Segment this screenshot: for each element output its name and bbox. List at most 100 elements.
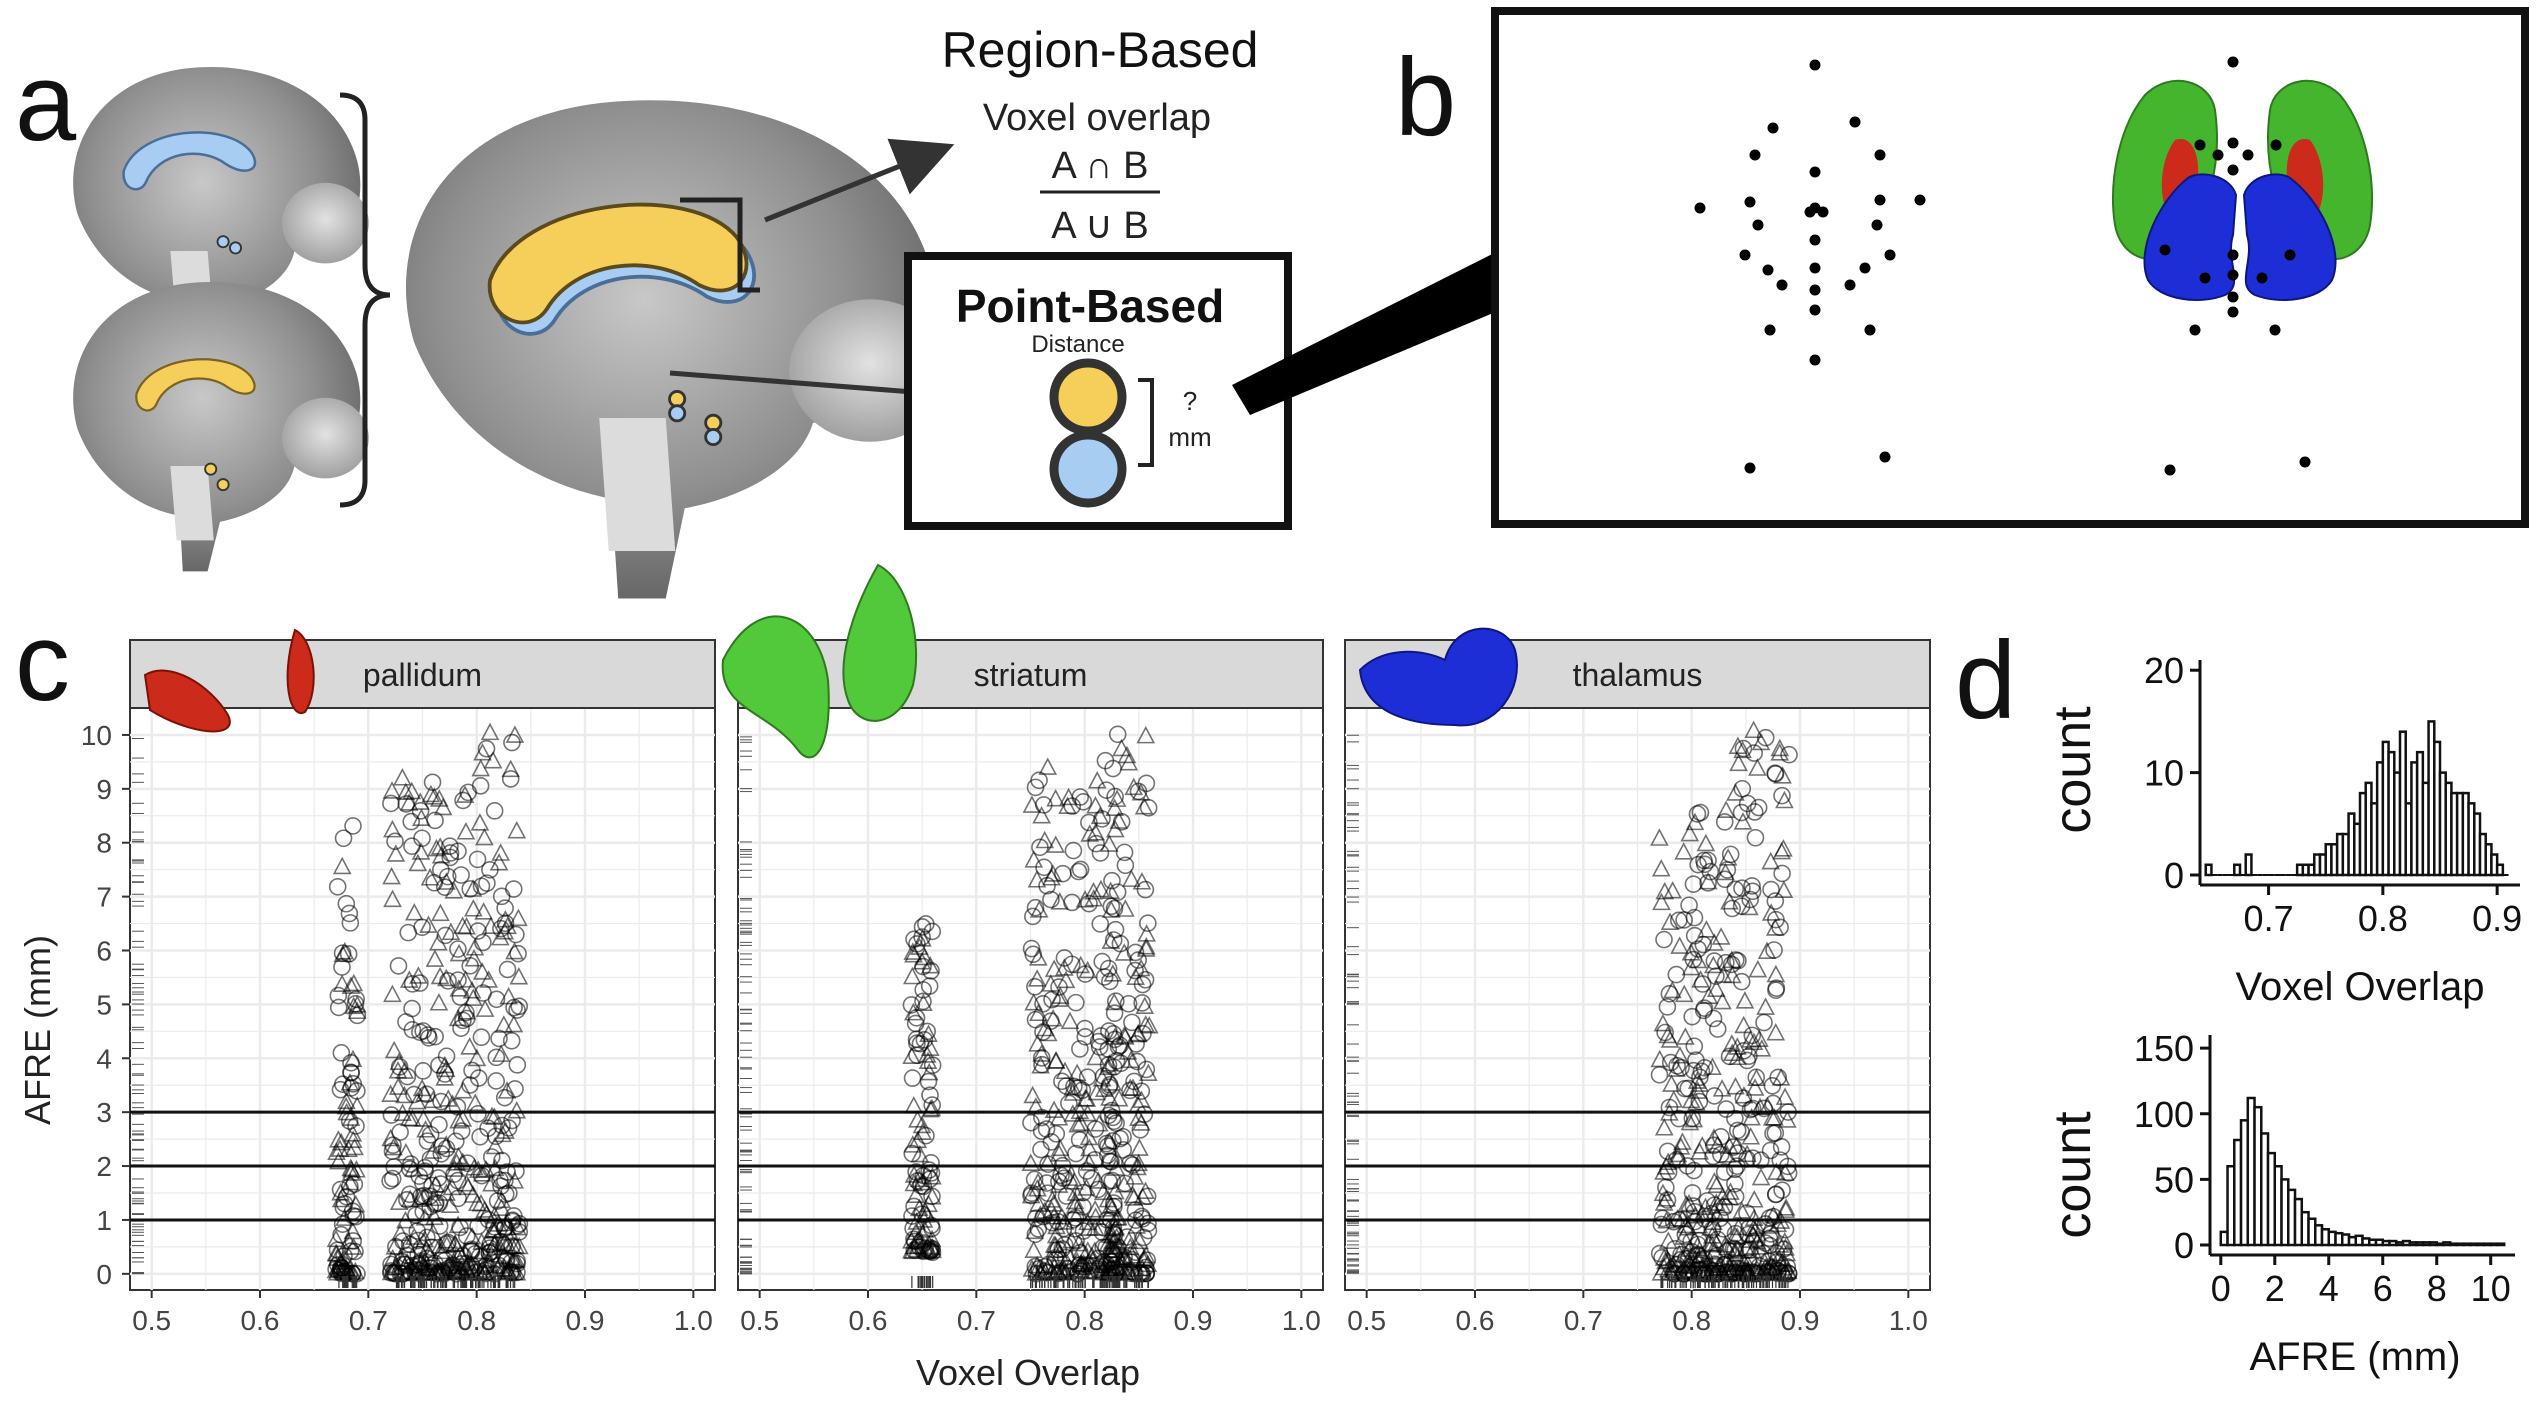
fiducial-point <box>1764 324 1776 336</box>
scatter-point-circle <box>1031 838 1049 857</box>
scatter-point-triangle <box>462 1258 481 1277</box>
scatter-point-circle <box>477 739 496 758</box>
scatter-point-triangle <box>1758 1097 1778 1115</box>
scatter-point-circle <box>1773 786 1791 805</box>
scatter-point-triangle <box>465 938 485 956</box>
scatter-point-triangle <box>1676 1215 1696 1234</box>
scatter-point-circle <box>919 1072 938 1091</box>
scatter-point-circle <box>449 842 467 861</box>
scatter-point-circle <box>1132 1207 1151 1226</box>
scatter-point-triangle <box>332 856 352 875</box>
scatter-point-triangle <box>414 1109 433 1127</box>
scatter-point-triangle <box>389 1052 409 1071</box>
hist-x-tick-label: 0.7 <box>2244 898 2294 939</box>
scatter-point-triangle <box>1716 800 1736 818</box>
scatter-point-circle <box>1764 1207 1783 1226</box>
mm-label: mm <box>1168 422 1211 452</box>
hist-y-tick-label: 0 <box>2164 855 2184 896</box>
x-tick-label: 0.6 <box>241 1305 280 1336</box>
scatter-point-triangle <box>425 949 445 967</box>
scatter-point-circle <box>1693 1261 1711 1279</box>
facet-strip <box>129 639 716 709</box>
scatter-point-triangle <box>1720 1187 1740 1206</box>
scatter-point-triangle <box>443 1094 462 1112</box>
scatter-point-triangle <box>1692 1136 1712 1154</box>
scatter-point-triangle <box>427 838 446 857</box>
scatter-point-triangle <box>1130 1138 1149 1156</box>
distance-bracket <box>1138 378 1154 467</box>
hist-x-tick-label: 2 <box>2265 1268 2285 1309</box>
scatter-point-triangle <box>453 1109 473 1127</box>
scatter-point-circle <box>423 773 442 792</box>
hist-bar <box>2496 1242 2506 1247</box>
scatter-point-triangle <box>1774 880 1794 898</box>
scatter-point-triangle <box>1065 1191 1085 1210</box>
scatter-point-triangle <box>1734 1015 1753 1034</box>
scatter-point-circle <box>1032 1122 1051 1140</box>
pallidum-right-icon <box>286 628 315 714</box>
scatter-point-circle <box>418 1228 436 1247</box>
scatter-point-circle <box>1754 1244 1772 1263</box>
scatter-point-circle <box>1097 1134 1116 1153</box>
scatter-point-triangle <box>1675 1027 1695 1045</box>
scatter-point-triangle <box>1733 812 1753 830</box>
scatter-point-circle <box>905 930 923 949</box>
scatter-point-circle <box>1121 1081 1139 1100</box>
fiducial-points-right <box>2159 56 2311 476</box>
panel-c-y-axis: 0 1 2 3 4 5 6 7 8 9 10 <box>81 720 130 1290</box>
scatter-point-triangle <box>1680 1239 1699 1257</box>
scatter-point-circle <box>496 899 514 917</box>
scatter-point-triangle <box>340 1172 360 1191</box>
panel-b-box <box>1491 7 2529 528</box>
scatter-point-circle <box>1075 1257 1093 1276</box>
scatter-point-triangle <box>1100 1088 1119 1106</box>
fiducial-point <box>2284 249 2296 261</box>
scatter-point-triangle <box>327 1142 346 1161</box>
scatter-point-triangle <box>456 822 476 840</box>
scatter-point-triangle <box>910 937 929 955</box>
scatter-point-circle <box>1695 851 1713 870</box>
y-tick-label: 1 <box>96 1205 112 1236</box>
scatter-point-triangle <box>507 820 527 839</box>
scatter-point-triangle <box>1026 1097 1046 1115</box>
scatter-point-circle <box>419 1029 438 1047</box>
x-tick-label: 0.8 <box>457 1305 496 1336</box>
scatter-point-triangle <box>1667 1059 1686 1077</box>
question-mark: ? <box>1183 386 1197 416</box>
scatter-point-circle <box>421 1150 440 1168</box>
scatter-point-triangle <box>1654 1118 1674 1136</box>
scatter-point-circle <box>1729 951 1747 970</box>
scatter-point-triangle <box>458 1177 478 1196</box>
scatter-point-triangle <box>1662 1074 1681 1092</box>
scatter-point-circle <box>469 1069 488 1087</box>
scatter-point-circle <box>346 1242 364 1261</box>
fiducial-point <box>2189 324 2201 336</box>
scatter-point-circle <box>1726 1187 1745 1206</box>
scatter-point-triangle <box>1654 1162 1673 1180</box>
scatter-point-triangle <box>423 1141 443 1159</box>
scatter-point-circle <box>1689 940 1707 958</box>
scatter-point-circle <box>1026 978 1044 996</box>
scatter-point-triangle <box>1044 1100 1064 1118</box>
scatter-point-circle <box>1721 845 1740 864</box>
scatter-point-triangle <box>1132 1090 1151 1108</box>
scatter-point-circle <box>1660 984 1679 1003</box>
scatter-point-circle <box>409 1231 427 1250</box>
scatter-point-triangle <box>496 909 515 928</box>
hist-x-tick-label: 10 <box>2471 1268 2511 1309</box>
scatter-point-triangle <box>429 993 449 1011</box>
x-tick-label: 0.8 <box>1065 1305 1104 1336</box>
scatter-point-triangle <box>463 1185 483 1203</box>
scatter-point-circle <box>908 1046 926 1065</box>
scatter-point-triangle <box>1106 1158 1126 1176</box>
scatter-point-circle <box>923 1096 941 1114</box>
scatter-point-circle <box>1139 914 1157 933</box>
scatter-point-triangle <box>1052 1207 1072 1225</box>
fiducial-point <box>1809 262 1821 274</box>
scatter-point-circle <box>341 1242 360 1261</box>
scatter-point-circle <box>913 928 931 946</box>
scatter-point-triangle <box>1024 850 1044 868</box>
scatter-point-triangle <box>1069 1233 1089 1252</box>
scatter-point-triangle <box>1725 1244 1745 1262</box>
